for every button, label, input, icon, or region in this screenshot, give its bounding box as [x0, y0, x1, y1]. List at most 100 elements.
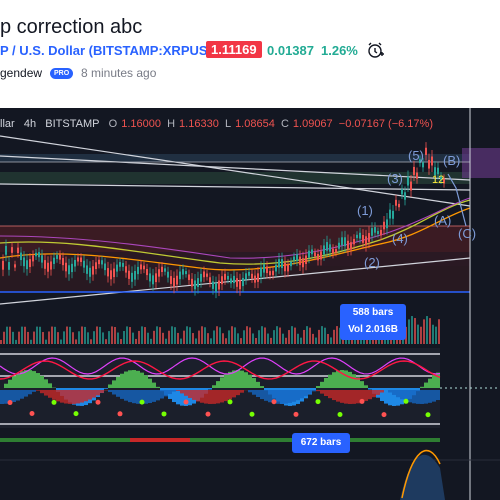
price-candles [2, 142, 445, 299]
oscillator-bar-lower [276, 390, 280, 404]
candle-body [239, 280, 241, 290]
legend-low-label: L [224, 118, 232, 130]
oscillator-bar-lower [20, 390, 24, 399]
candle-body [197, 278, 199, 288]
candle-body [359, 232, 361, 239]
volume-bar [312, 333, 314, 344]
candle-body [380, 229, 382, 236]
candle-body [188, 274, 190, 281]
oscillator-bar [220, 377, 224, 388]
candle-body [143, 265, 145, 270]
candle-body [242, 277, 244, 287]
trendline-2 [0, 155, 471, 181]
volume-bar [375, 337, 377, 344]
candle-body [383, 221, 385, 230]
volume-bar [141, 326, 143, 344]
volume-bar [240, 338, 242, 344]
volume-bar [306, 326, 308, 344]
volume-bar [201, 326, 203, 344]
volume-bar [18, 331, 20, 344]
volume-bar [72, 332, 74, 344]
oscillator-bar-lower [80, 390, 84, 403]
alarm-clock-add-icon[interactable] [366, 41, 384, 59]
volume-bar [210, 338, 212, 344]
candle-body [89, 267, 91, 277]
oscillator-bar [232, 370, 236, 388]
oscillator-bar [172, 388, 176, 403]
price-change: 0.01387 [267, 43, 314, 58]
symbol-link[interactable]: P / U.S. Dollar (BITSTAMP:XRPUSD) [0, 43, 222, 58]
idea-header: p correction abc P / U.S. Dollar (BITSTA… [0, 0, 500, 108]
candle-body [344, 237, 346, 247]
oscillator-bar-lower [32, 390, 36, 392]
oscillator-bar [160, 388, 164, 392]
candle-body [77, 257, 79, 262]
candle-body [332, 248, 334, 254]
volume-bar [132, 332, 134, 344]
candle-body [362, 235, 364, 243]
volume-bar [285, 337, 287, 344]
wave-sublabel: 12 [432, 174, 444, 186]
oscillator-bar-lower [140, 390, 144, 404]
candle-body [224, 273, 226, 280]
projection-path [447, 173, 467, 227]
oscillator-bar-lower [336, 390, 340, 402]
volume-bar [189, 327, 191, 344]
candle-body [374, 227, 376, 233]
oscillator-bar-lower [136, 390, 140, 404]
oscillator-dot [117, 411, 123, 417]
candle-body [386, 219, 388, 229]
candle-body [428, 159, 430, 169]
candle-body [392, 210, 394, 219]
candle-body [404, 192, 406, 200]
wave-label-5: (5) [408, 148, 424, 163]
oscillator-bar [256, 381, 260, 388]
candle-body [263, 264, 265, 273]
legend-open-label: O [108, 118, 118, 130]
candle-body [41, 255, 43, 263]
oscillator-bar-lower [68, 390, 72, 404]
candle-body [113, 268, 115, 278]
candle-body [5, 245, 7, 255]
oscillator-bar-lower [408, 390, 412, 403]
oscillator-bar [140, 372, 144, 388]
oscillator-bar [424, 382, 428, 388]
volume-bar [90, 339, 92, 344]
oscillator-bar [8, 379, 12, 388]
legend-exchange: BITSTAMP [45, 118, 100, 130]
volume-bar [261, 326, 263, 344]
volume-bar [117, 332, 119, 344]
candle-body [110, 270, 112, 280]
wave-label-b: (B) [443, 153, 460, 168]
oscillator-bar-lower [392, 390, 396, 395]
oscillator-dot [73, 411, 79, 417]
volume-bar [36, 326, 38, 344]
volume-bar [231, 326, 233, 344]
resistance-zone-green [0, 172, 470, 184]
candle-body [248, 271, 250, 276]
oscillator-bar [4, 383, 8, 388]
candle-body [26, 260, 28, 270]
candle-body [422, 162, 424, 168]
author-name[interactable]: gendew [0, 66, 43, 80]
price-change-percent: 1.26% [321, 43, 358, 58]
volume-bar [162, 332, 164, 344]
chart-canvas[interactable]: (5) (3) (1) (4) (2) (B) (A) (C) 12 [0, 108, 500, 500]
chart-area[interactable]: (5) (3) (1) (4) (2) (B) (A) (C) 12 llar … [0, 108, 500, 500]
volume-bar [45, 339, 47, 344]
oscillator-bar-lower [316, 390, 320, 392]
oscillator-bar [392, 388, 396, 406]
oscillator-bar-lower [36, 390, 40, 391]
oscillator-dot [51, 399, 57, 405]
candle-body [266, 266, 268, 274]
volume-bar [99, 326, 101, 344]
legend-close-label: C [280, 118, 289, 130]
candle-body [53, 257, 55, 264]
oscillator-bar [332, 372, 336, 388]
oscillator-bar-lower [16, 390, 20, 401]
candle-body [401, 189, 403, 195]
volume-bar [111, 326, 113, 344]
volume-bar [213, 330, 215, 344]
candle-body [347, 240, 349, 250]
volume-bar [222, 333, 224, 344]
